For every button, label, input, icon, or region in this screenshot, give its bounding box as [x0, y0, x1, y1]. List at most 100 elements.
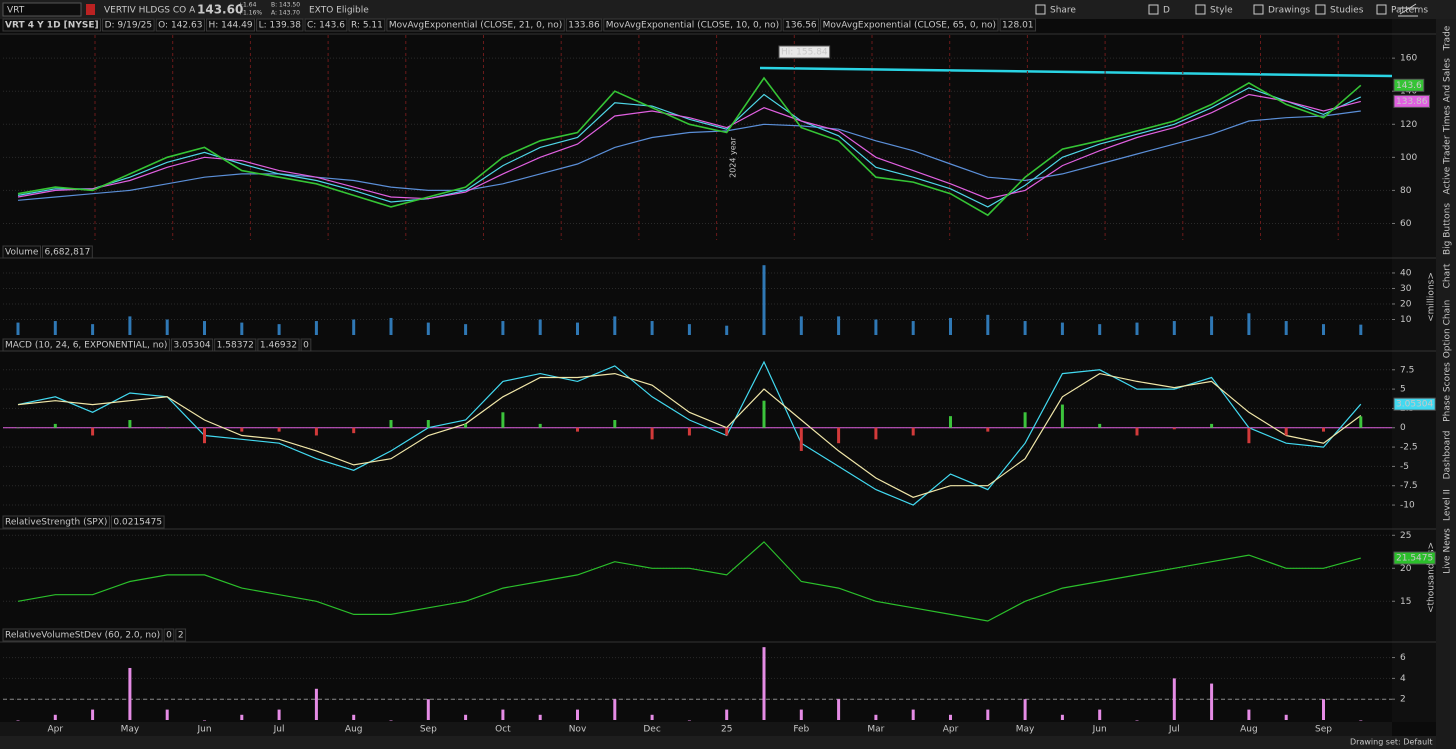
side-tab[interactable]: Level II: [1443, 489, 1453, 521]
exto-badge[interactable]: EXTO Eligible: [309, 6, 369, 16]
bar: [16, 322, 20, 335]
net-change: +1.64: [238, 2, 257, 9]
study-header-box: [256, 18, 304, 32]
toolbar-button[interactable]: Drawings: [1268, 6, 1310, 16]
x-tick-label: Apr: [48, 725, 64, 735]
toolbar-button[interactable]: Share: [1050, 6, 1076, 16]
side-tab[interactable]: Live News: [1443, 528, 1453, 574]
series-line: [17, 76, 1362, 217]
bar: [538, 714, 542, 720]
bar: [874, 319, 878, 335]
study-header: 0.0215475: [113, 518, 162, 528]
alert-icon[interactable]: [86, 4, 95, 15]
toolbar-icon[interactable]: [1315, 4, 1326, 15]
side-tab[interactable]: Active Trader: [1443, 135, 1453, 194]
bar: [1135, 720, 1139, 721]
toolbar-button[interactable]: Style: [1210, 6, 1233, 16]
bar: [314, 427, 318, 436]
axis-unit: <thousandths>: [1427, 542, 1437, 613]
side-tab[interactable]: Times And Sales: [1443, 58, 1453, 133]
bar: [949, 416, 952, 428]
bar: [501, 321, 505, 335]
study-header-box: [163, 628, 175, 642]
bar: [1359, 324, 1363, 335]
bar: [389, 720, 393, 721]
bar: [314, 688, 318, 720]
study-header: L: 139.38: [259, 21, 302, 31]
y-tick-label: -2.5: [1400, 443, 1418, 453]
bar: [799, 316, 803, 335]
bar: [53, 321, 57, 335]
bar: [240, 427, 244, 432]
x-tick-label: Sep: [1315, 725, 1332, 735]
side-tab[interactable]: Trade: [1443, 25, 1453, 51]
side-tab[interactable]: Big Buttons: [1443, 203, 1453, 255]
expand-icon[interactable]: [1398, 3, 1418, 17]
bar: [128, 667, 132, 720]
toolbar-icon[interactable]: [1148, 4, 1159, 15]
x-tick-label: Jun: [1092, 725, 1107, 735]
bar: [874, 427, 878, 440]
bar: [799, 427, 803, 451]
y-tick-label: 80: [1400, 186, 1412, 196]
side-tab[interactable]: Phase Scores: [1443, 362, 1453, 422]
bar: [352, 427, 356, 434]
study-header-box: [41, 245, 93, 259]
study-header-box: [304, 18, 348, 32]
bar: [1284, 427, 1288, 436]
price-axis-area: [1392, 19, 1436, 722]
study-header: 1.46932: [260, 341, 297, 351]
bar: [1098, 324, 1102, 335]
side-tab[interactable]: Dashboard: [1443, 431, 1453, 480]
toolbar-icon[interactable]: [1195, 4, 1206, 15]
x-tick-label: Dec: [643, 725, 660, 735]
study-header-box: [110, 515, 165, 529]
bar: [1210, 683, 1214, 720]
toolbar-button[interactable]: Patterns: [1391, 6, 1428, 16]
toolbar-icon[interactable]: [1253, 4, 1264, 15]
toolbar-icon[interactable]: [1376, 4, 1387, 15]
time-axis: [0, 722, 1392, 736]
bar: [576, 427, 579, 432]
symbol[interactable]: VRT: [7, 6, 25, 16]
bar: [1135, 427, 1139, 436]
series-line: [17, 360, 1362, 506]
trend-line[interactable]: [759, 66, 1393, 78]
bar: [277, 324, 281, 335]
value-badge: 133.86: [1396, 97, 1428, 107]
side-tab[interactable]: Option Chain: [1443, 300, 1453, 359]
series-line: [17, 93, 1361, 200]
bar: [613, 316, 617, 335]
bar: [203, 427, 206, 444]
toolbar-icon[interactable]: [1035, 4, 1046, 15]
bar: [725, 325, 729, 335]
study-header: 1.58372: [217, 341, 254, 351]
bar: [762, 400, 766, 428]
bar: [1172, 321, 1176, 335]
toolbar-button[interactable]: D: [1163, 6, 1170, 16]
study-header: MovAvgExponential (CLOSE, 65, 0, no): [823, 21, 996, 31]
x-tick-label: Nov: [569, 725, 587, 735]
value-badge-box: [1393, 551, 1436, 565]
bar: [389, 317, 393, 335]
symbol-box[interactable]: [2, 2, 82, 17]
bar: [650, 321, 654, 335]
bar: [986, 709, 990, 720]
bar: [277, 427, 281, 432]
bar: [352, 319, 356, 335]
y-tick-label: 2: [1400, 695, 1406, 705]
bar: [613, 420, 617, 428]
study-header: MovAvgExponential (CLOSE, 21, 0, no): [389, 21, 562, 31]
side-tab-bar: [1436, 19, 1456, 749]
study-header-box: [205, 18, 256, 32]
company-name: VERTIV HLDGS CO A: [104, 6, 196, 16]
toolbar-button[interactable]: Studies: [1330, 6, 1364, 16]
bar: [1060, 404, 1064, 428]
side-tab[interactable]: Chart: [1443, 263, 1453, 288]
bar: [1060, 322, 1064, 335]
bar: [911, 321, 915, 335]
study-header-box: [300, 338, 312, 352]
value-badge: 21.5475: [1396, 554, 1433, 564]
y-tick-label: 0: [1400, 423, 1406, 433]
